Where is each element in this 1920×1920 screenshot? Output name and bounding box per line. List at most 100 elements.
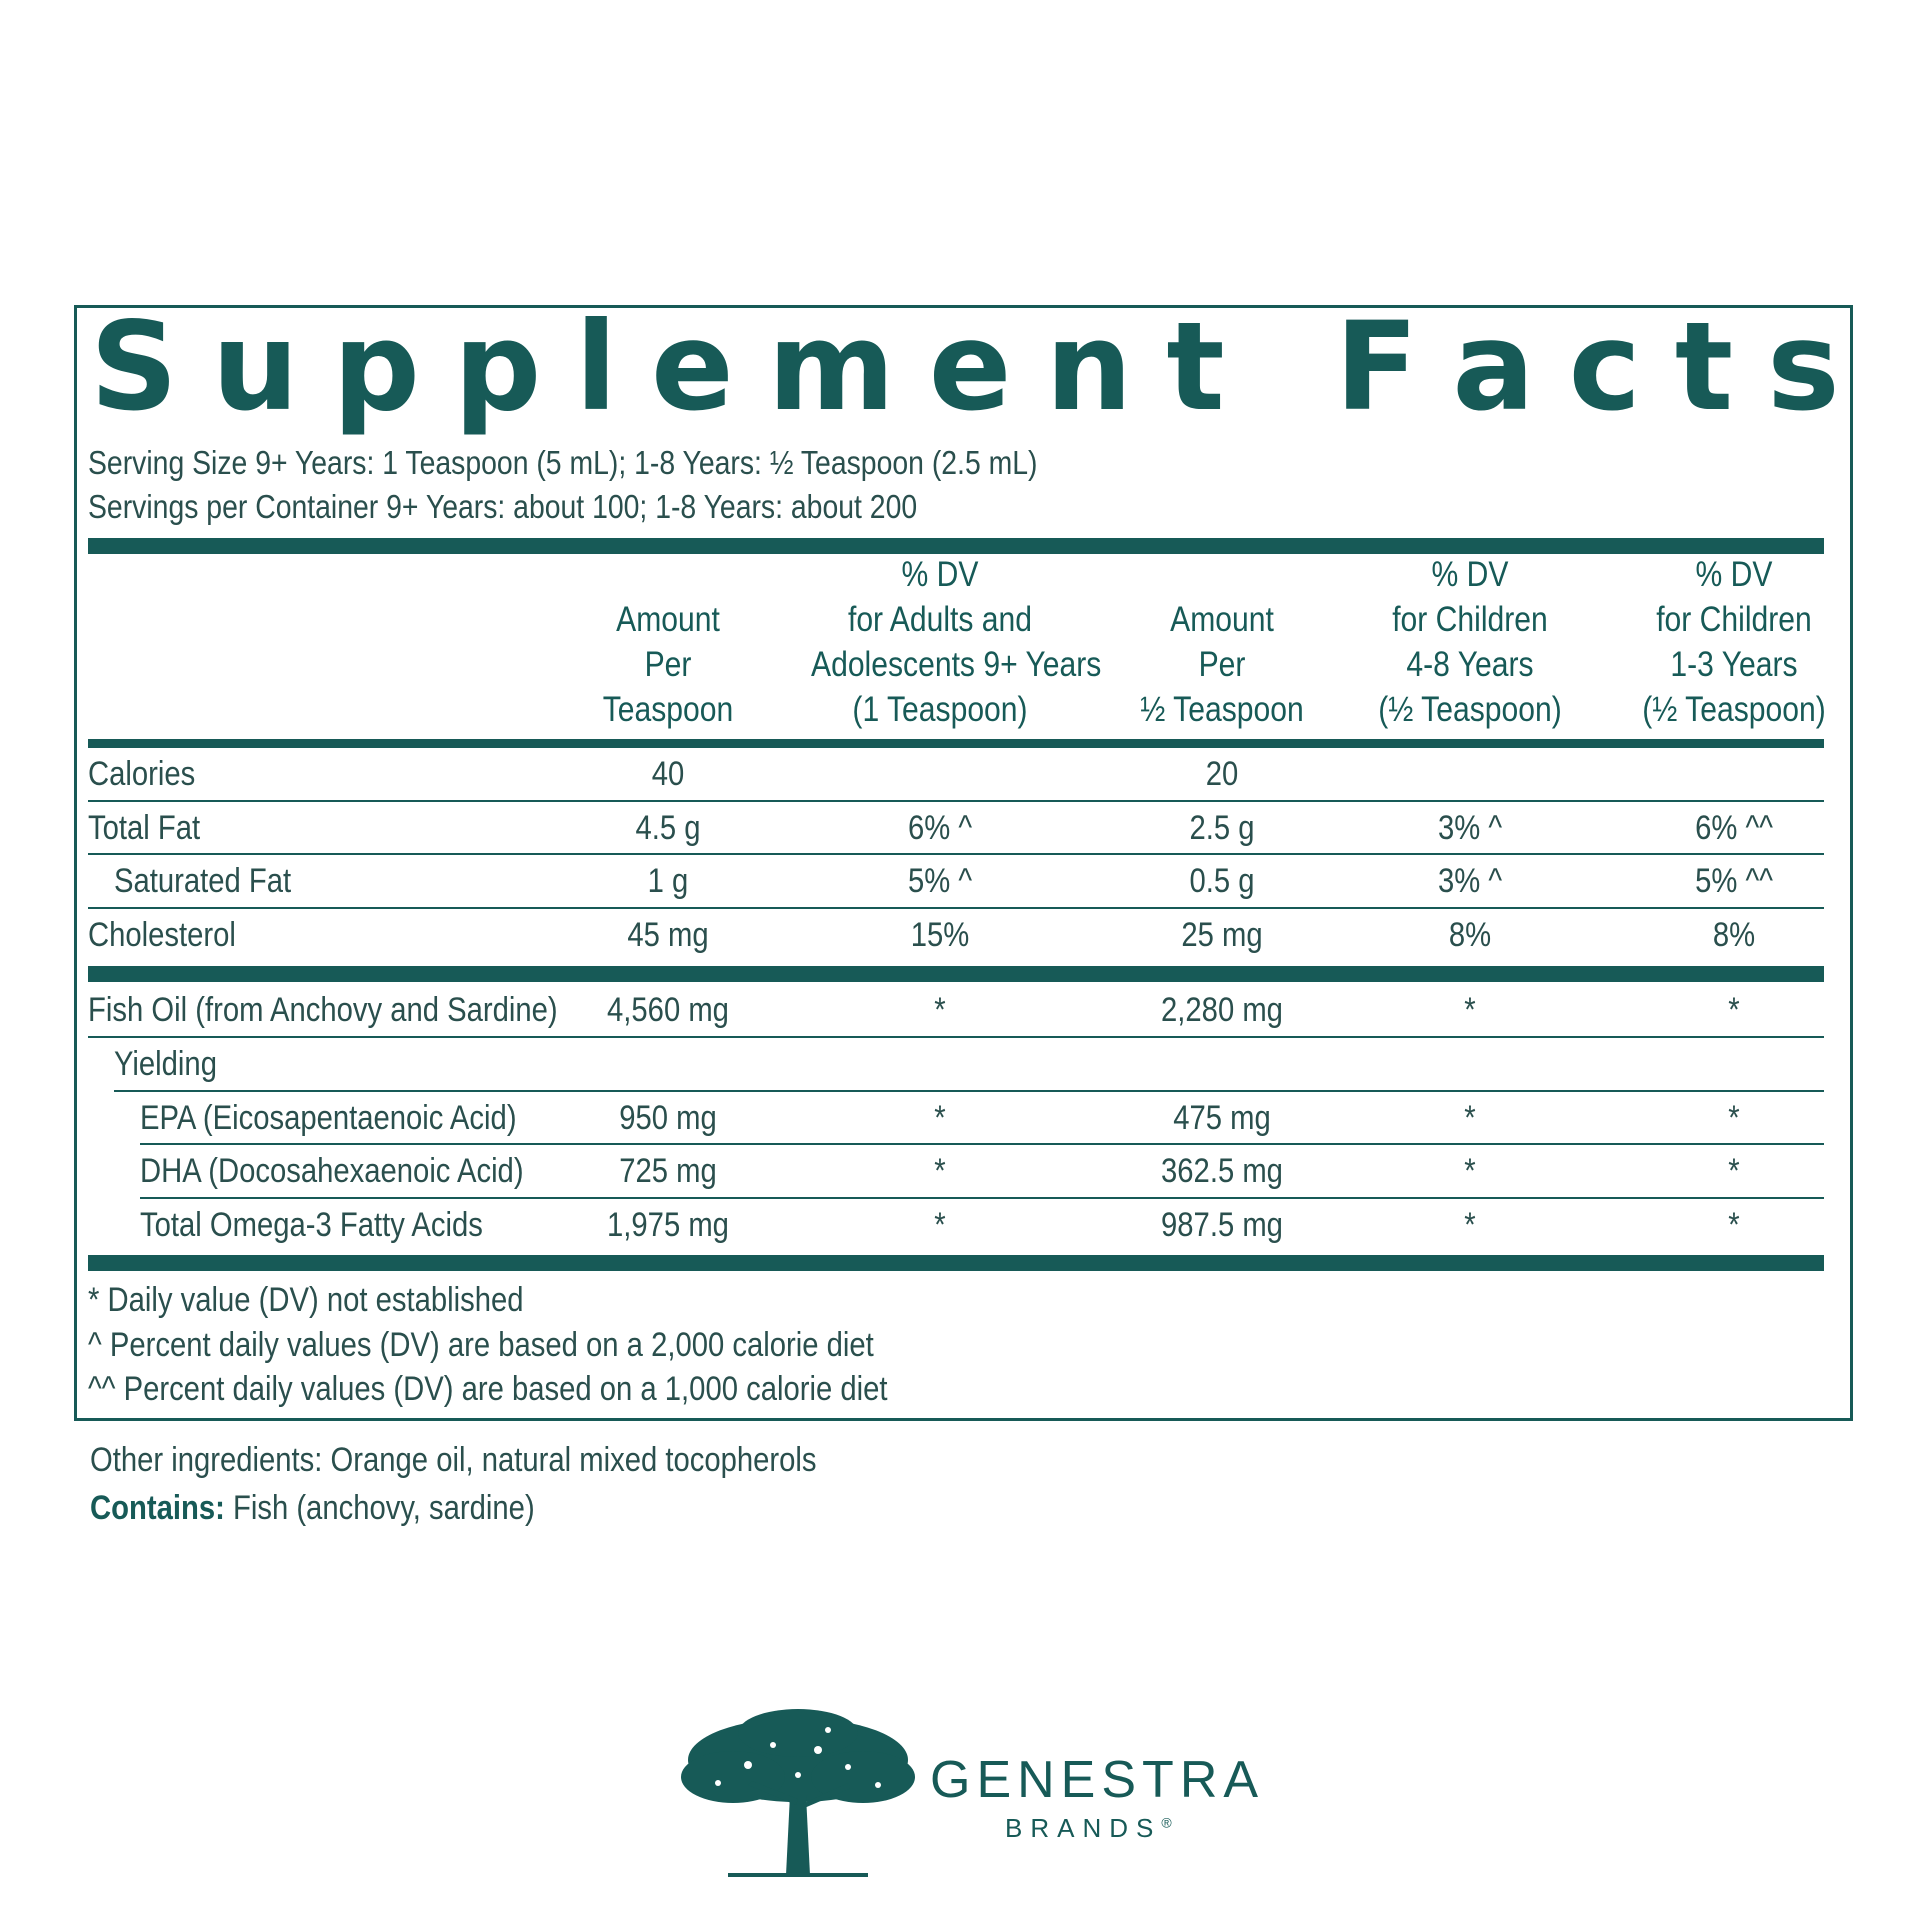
nutrient-value: *	[934, 991, 946, 1029]
thick-divider-bottom	[88, 1255, 1824, 1271]
header-divider	[88, 739, 1824, 748]
registered-mark: ®	[1161, 1814, 1172, 1831]
row-divider	[88, 907, 1824, 909]
nutrient-value: 2.5 g	[1189, 809, 1255, 847]
column-header-line: % DV	[901, 555, 979, 594]
nutrient-value: 4,560 mg	[607, 991, 729, 1029]
nutrient-value: 40	[651, 755, 685, 793]
column-header-line: Per	[644, 645, 692, 684]
title-letter: m	[767, 296, 895, 438]
column-header: % DV for Children 4-8 Years (½ Teaspoon)	[1341, 552, 1599, 732]
column-header-line: for Children	[1392, 600, 1548, 639]
column-header-line: % DV	[1695, 555, 1773, 594]
row-divider	[140, 1197, 1824, 1199]
contains-value: Fish (anchovy, sardine)	[232, 1489, 535, 1527]
column-header-line: ½ Teaspoon	[1140, 690, 1304, 729]
column-header-line: (1 Teaspoon)	[852, 690, 1028, 729]
nutrient-value: 0.5 g	[1189, 862, 1255, 900]
title-letter: S	[90, 296, 178, 438]
column-header-line: Teaspoon	[602, 690, 734, 729]
nutrient-value: *	[1728, 1152, 1740, 1190]
nutrient-value: 6% ^^	[1695, 809, 1773, 847]
title-letter: a	[1452, 296, 1535, 438]
nutrient-value: 15%	[910, 916, 970, 954]
nutrient-value: *	[1728, 1099, 1740, 1137]
nutrient-value: 725 mg	[619, 1152, 717, 1190]
nutrient-value: *	[1728, 991, 1740, 1029]
row-divider	[114, 1090, 1824, 1092]
other-ingredients: Other ingredients: Orange oil, natural m…	[90, 1441, 817, 1479]
nutrient-value: 475 mg	[1173, 1099, 1271, 1137]
nutrient-value: *	[934, 1099, 946, 1137]
nutrient-label: Fish Oil (from Anchovy and Sardine)	[88, 991, 558, 1029]
nutrient-value: *	[934, 1152, 946, 1190]
column-header-line: (½ Teaspoon)	[1378, 690, 1562, 729]
nutrient-value: 45 mg	[627, 916, 709, 954]
row-divider	[88, 853, 1824, 855]
column-header-line: Amount	[616, 600, 720, 639]
nutrient-value: *	[934, 1206, 946, 1244]
column-header: % DV for Children 1-3 Years (½ Teaspoon)	[1605, 552, 1863, 732]
nutrient-value: 1,975 mg	[607, 1206, 729, 1244]
nutrient-label: Saturated Fat	[114, 862, 292, 900]
contains-label: Contains:	[90, 1489, 225, 1527]
column-header-line: 4-8 Years	[1406, 645, 1534, 684]
title-letter: e	[928, 296, 1012, 438]
nutrient-value: *	[1464, 1152, 1476, 1190]
footnote: ^^ Percent daily values (DV) are based o…	[88, 1370, 888, 1408]
serving-size: Serving Size 9+ Years: 1 Teaspoon (5 mL)…	[88, 444, 1038, 481]
nutrient-label: Yielding	[114, 1045, 217, 1083]
supplement-facts-panel	[74, 305, 1853, 1421]
nutrient-label: DHA (Docosahexaenoic Acid)	[140, 1152, 524, 1190]
column-header-line: for Children	[1656, 600, 1812, 639]
nutrient-label: Total Fat	[88, 809, 201, 847]
brand-name: GENESTRA	[930, 1751, 1265, 1809]
nutrient-value: 25 mg	[1181, 916, 1263, 954]
title-letter: s	[1767, 296, 1840, 438]
nutrient-label: EPA (Eicosapentaenoic Acid)	[140, 1099, 517, 1137]
nutrient-value: 987.5 mg	[1161, 1206, 1283, 1244]
title-letter: p	[332, 296, 420, 438]
nutrient-value: *	[1464, 991, 1476, 1029]
title-letter: c	[1568, 296, 1641, 438]
nutrient-value: 3% ^	[1437, 809, 1503, 847]
nutrient-value: *	[1464, 1206, 1476, 1244]
column-header-line: 1-3 Years	[1670, 645, 1798, 684]
nutrient-value: 1 g	[647, 862, 689, 900]
column-header: % DV for Adults and Adolescents 9+ Years (1…	[811, 552, 1102, 732]
footnote: * Daily value (DV) not established	[88, 1281, 524, 1319]
nutrient-label: Calories	[88, 755, 196, 793]
column-header: Amount Per ½ Teaspoon	[1093, 597, 1351, 732]
column-header-line: Per	[1198, 645, 1246, 684]
tree-logo-icon	[681, 1709, 915, 1877]
nutrient-label: Total Omega-3 Fatty Acids	[140, 1206, 483, 1244]
column-header: Amount Per Teaspoon	[539, 597, 797, 732]
nutrient-value: 20	[1205, 755, 1239, 793]
column-header-line: Adolescents 9+ Years	[811, 645, 1102, 684]
servings-per-container: Servings per Container 9+ Years: about 1…	[88, 488, 918, 525]
nutrient-label: Cholesterol	[88, 916, 236, 954]
serving-info: Serving Size 9+ Years: 1 Teaspoon (5 mL)…	[88, 441, 1464, 529]
brand-sub: BRANDS®	[1005, 1813, 1172, 1844]
title-letter: t	[1166, 296, 1225, 438]
nutrient-value: *	[1464, 1099, 1476, 1137]
nutrient-value: 3% ^	[1437, 862, 1503, 900]
title-letter: l	[575, 296, 618, 438]
nutrient-value: 8%	[1448, 916, 1492, 954]
row-divider	[88, 800, 1824, 802]
footnote: ^ Percent daily values (DV) are based on…	[88, 1326, 874, 1364]
nutrient-value: 8%	[1712, 916, 1756, 954]
brand-sub-text: BRANDS	[1005, 1813, 1162, 1843]
title-letter: t	[1674, 296, 1734, 438]
nutrient-value: 950 mg	[619, 1099, 717, 1137]
title-letter: u	[211, 296, 299, 438]
title-letter	[1259, 304, 1301, 430]
column-header-line: (½ Teaspoon)	[1642, 690, 1826, 729]
title-letter: n	[1045, 296, 1133, 438]
title-letter: e	[651, 296, 734, 438]
nutrient-value: 4.5 g	[635, 809, 701, 847]
nutrient-value: *	[1728, 1206, 1740, 1244]
thick-divider-middle	[88, 966, 1824, 982]
thick-divider-top	[88, 538, 1824, 554]
